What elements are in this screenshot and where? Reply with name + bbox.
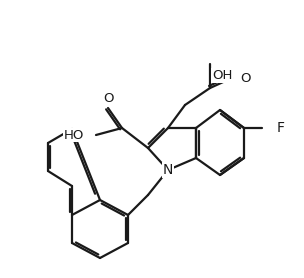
Text: O: O — [103, 92, 113, 105]
Text: HO: HO — [64, 128, 84, 142]
Text: F: F — [277, 121, 285, 135]
Text: N: N — [163, 163, 173, 177]
Text: O: O — [240, 71, 250, 85]
Text: OH: OH — [212, 69, 232, 82]
